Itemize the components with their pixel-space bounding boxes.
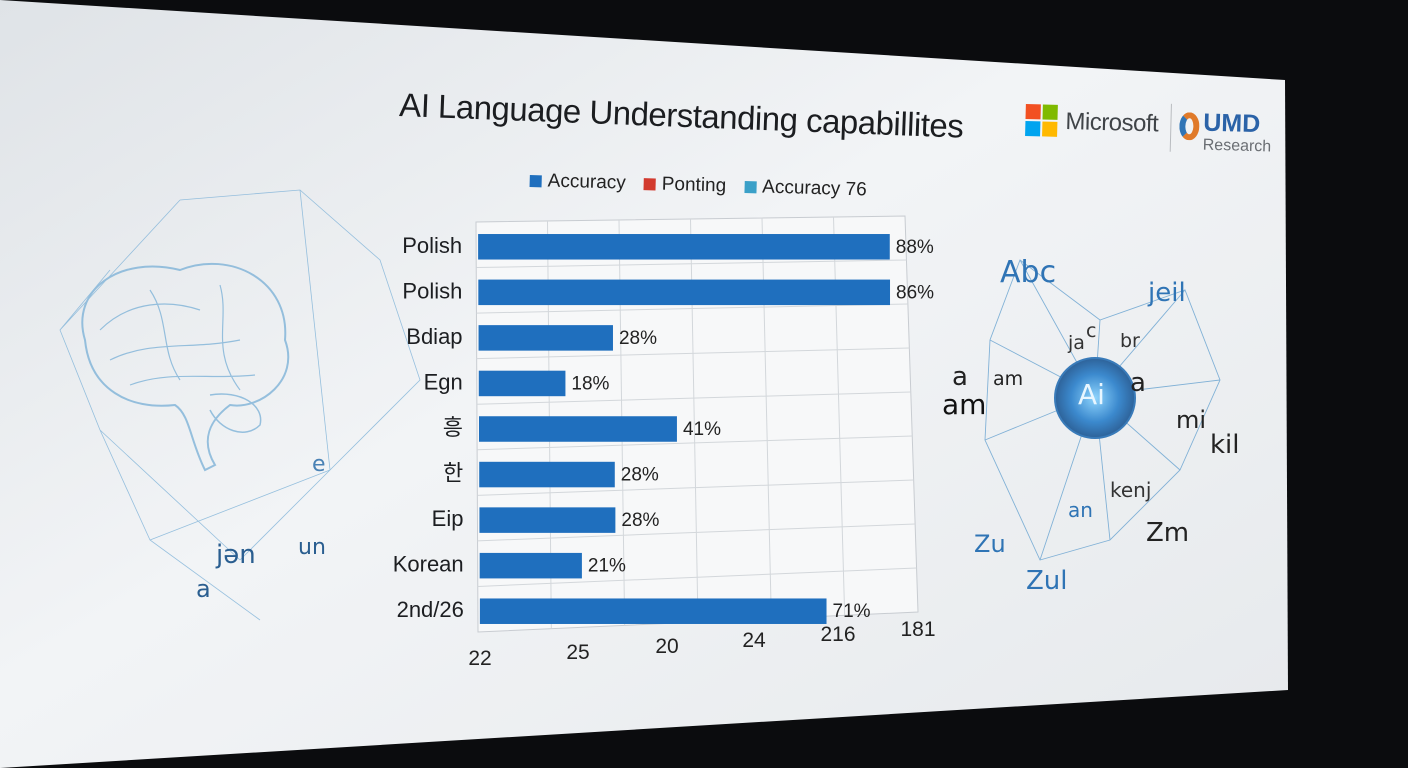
language-network-illustration (984, 259, 1221, 561)
bar (479, 507, 616, 533)
bar (479, 552, 582, 579)
x-tick-label: 216 (820, 623, 855, 646)
category-label: 한 (443, 461, 463, 486)
x-tick-label: 181 (900, 618, 935, 641)
bar (479, 598, 827, 624)
gridline-horizontal (476, 391, 911, 405)
gridline-horizontal (477, 523, 916, 542)
gridline-horizontal (476, 303, 908, 314)
data-label: 28% (621, 510, 659, 531)
glyph-label: a (196, 575, 211, 603)
data-label: 18% (571, 373, 609, 394)
glyph-label: un (298, 535, 326, 560)
gridline-horizontal (476, 259, 907, 269)
glyph-label: Ai (1078, 378, 1105, 411)
x-tick-label: 24 (742, 629, 766, 652)
category-label: Bdiap (406, 324, 462, 349)
gridline-horizontal (477, 435, 913, 451)
category-label: 흥 (443, 415, 463, 440)
gridline-horizontal (477, 479, 914, 496)
brain-network-illustration (59, 189, 421, 621)
glyph-label: a (952, 362, 968, 392)
gridline-horizontal (477, 567, 917, 587)
data-label: 88% (896, 237, 934, 258)
category-label: Egn (424, 369, 463, 394)
bar (479, 416, 677, 442)
data-label: 71% (833, 601, 871, 622)
category-label: 2nd/26 (397, 597, 464, 622)
gridline-horizontal (476, 347, 910, 360)
glyph-label: Zm (1146, 518, 1190, 548)
glyph-label: am (942, 388, 987, 421)
category-label: Eip (432, 506, 464, 531)
glyph-label: mi (1176, 406, 1207, 434)
bar (478, 370, 566, 397)
x-tick-label: 22 (468, 647, 491, 670)
glyph-label: jeil (1148, 278, 1186, 308)
bar (478, 279, 891, 306)
x-tick-label: 20 (655, 635, 678, 658)
bar (478, 234, 890, 260)
glyph-label: Zul (1026, 566, 1068, 596)
glyph-label: ja (1068, 332, 1085, 354)
data-label: 41% (683, 419, 721, 440)
data-label: 86% (896, 282, 934, 303)
data-label: 21% (588, 556, 626, 577)
glyph-label: kil (1210, 430, 1240, 460)
glyph-label: Abc (1000, 255, 1057, 290)
glyph-label: an (1068, 498, 1093, 522)
glyph-label: c (1086, 320, 1097, 342)
bar (479, 461, 615, 488)
glyph-label: br (1120, 330, 1140, 352)
glyph-label: am (993, 368, 1024, 390)
data-label: 28% (621, 465, 659, 486)
bar (478, 325, 613, 351)
glyph-label: Zu (974, 530, 1006, 558)
glyph-label: a (1130, 368, 1146, 398)
x-tick-label: 25 (566, 641, 589, 664)
glyph-label: e (312, 452, 326, 477)
category-label: Korean (393, 552, 464, 577)
data-label: 28% (619, 328, 657, 349)
glyph-label: kenj (1110, 478, 1152, 502)
glyph-label: jən (216, 540, 256, 570)
category-label: Polish (402, 233, 462, 258)
category-label: Polish (402, 278, 462, 303)
